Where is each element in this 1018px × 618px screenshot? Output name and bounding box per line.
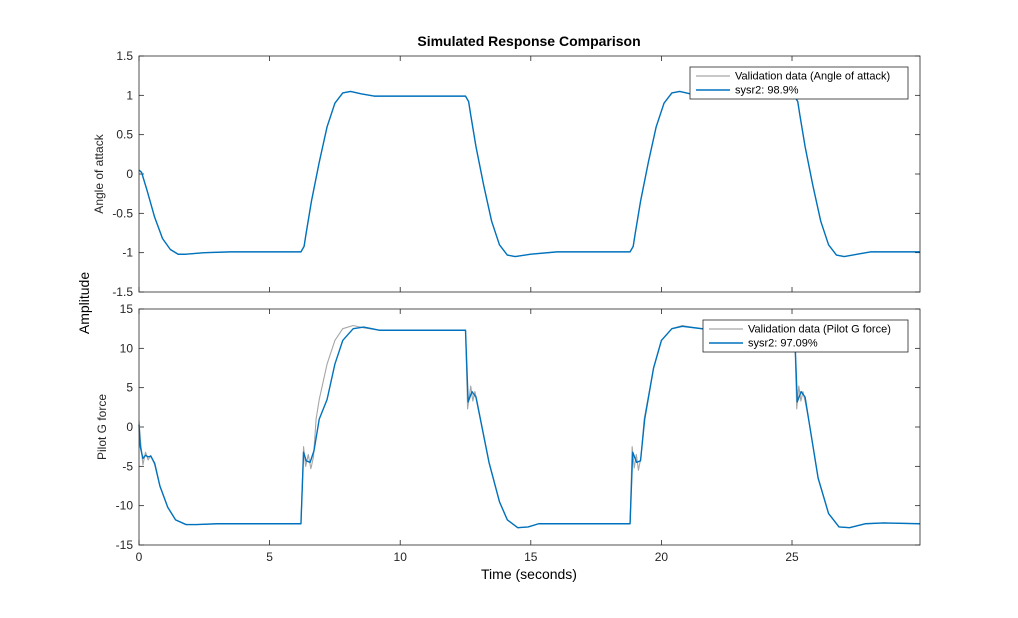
y-tick-label: 0.5 (116, 128, 133, 142)
y-tick-label: 10 (120, 341, 134, 355)
chart-title: Simulated Response Comparison (417, 33, 640, 49)
y-tick-label: -10 (116, 499, 134, 513)
y-tick-label: -1.5 (112, 285, 133, 299)
y-axis-label: Pilot G force (95, 394, 109, 460)
y-tick-label: -15 (116, 538, 134, 552)
y-axis-label: Angle of attack (92, 133, 106, 213)
y-tick-label: 1 (126, 88, 133, 102)
legend-label-model: sysr2: 97.09% (748, 338, 818, 350)
legend: Validation data (Pilot G force) sysr2: 9… (702, 319, 909, 353)
y-tick-label: 0 (126, 420, 133, 434)
x-tick-label: 5 (266, 550, 273, 564)
series-line-sysr2 (138, 90, 920, 258)
common-y-axis-label: Amplitude (76, 272, 92, 334)
y-tick-label: 5 (126, 381, 133, 395)
y-ticks: -15 -10 -5 0 5 10 15 (116, 302, 920, 552)
y-tick-label: 0 (126, 167, 133, 181)
y-ticks: -1.5 -1 -0.5 0 0.5 1 1.5 (112, 49, 920, 299)
y-tick-label: -5 (122, 459, 133, 473)
series-lines (138, 90, 920, 258)
x-tick-label: 20 (655, 550, 669, 564)
legend-box (689, 66, 909, 100)
x-tick-label: 15 (524, 550, 538, 564)
legend-label-validation: Validation data (Pilot G force) (748, 324, 891, 336)
plot-frame (138, 55, 921, 293)
y-tick-label: -1 (122, 246, 133, 260)
subplot-angle-of-attack: -1.5 -1 -0.5 0 0.5 1 1.5 Angle of attack Valid… (92, 49, 921, 299)
x-tick-label: 10 (394, 550, 408, 564)
x-tick-label: 0 (136, 550, 143, 564)
legend-box (702, 319, 909, 353)
x-tick-label: 25 (785, 550, 799, 564)
legend-label-validation: Validation data (Angle of attack) (735, 71, 890, 83)
legend-label-model: sysr2: 98.9% (735, 85, 799, 97)
y-tick-label: 15 (120, 302, 134, 316)
x-axis-label: Time (seconds) (481, 566, 577, 582)
plot-frame (138, 308, 921, 546)
legend: Validation data (Angle of attack) sysr2:… (689, 66, 909, 100)
y-tick-label: -0.5 (112, 206, 133, 220)
y-tick-label: 1.5 (116, 49, 133, 63)
